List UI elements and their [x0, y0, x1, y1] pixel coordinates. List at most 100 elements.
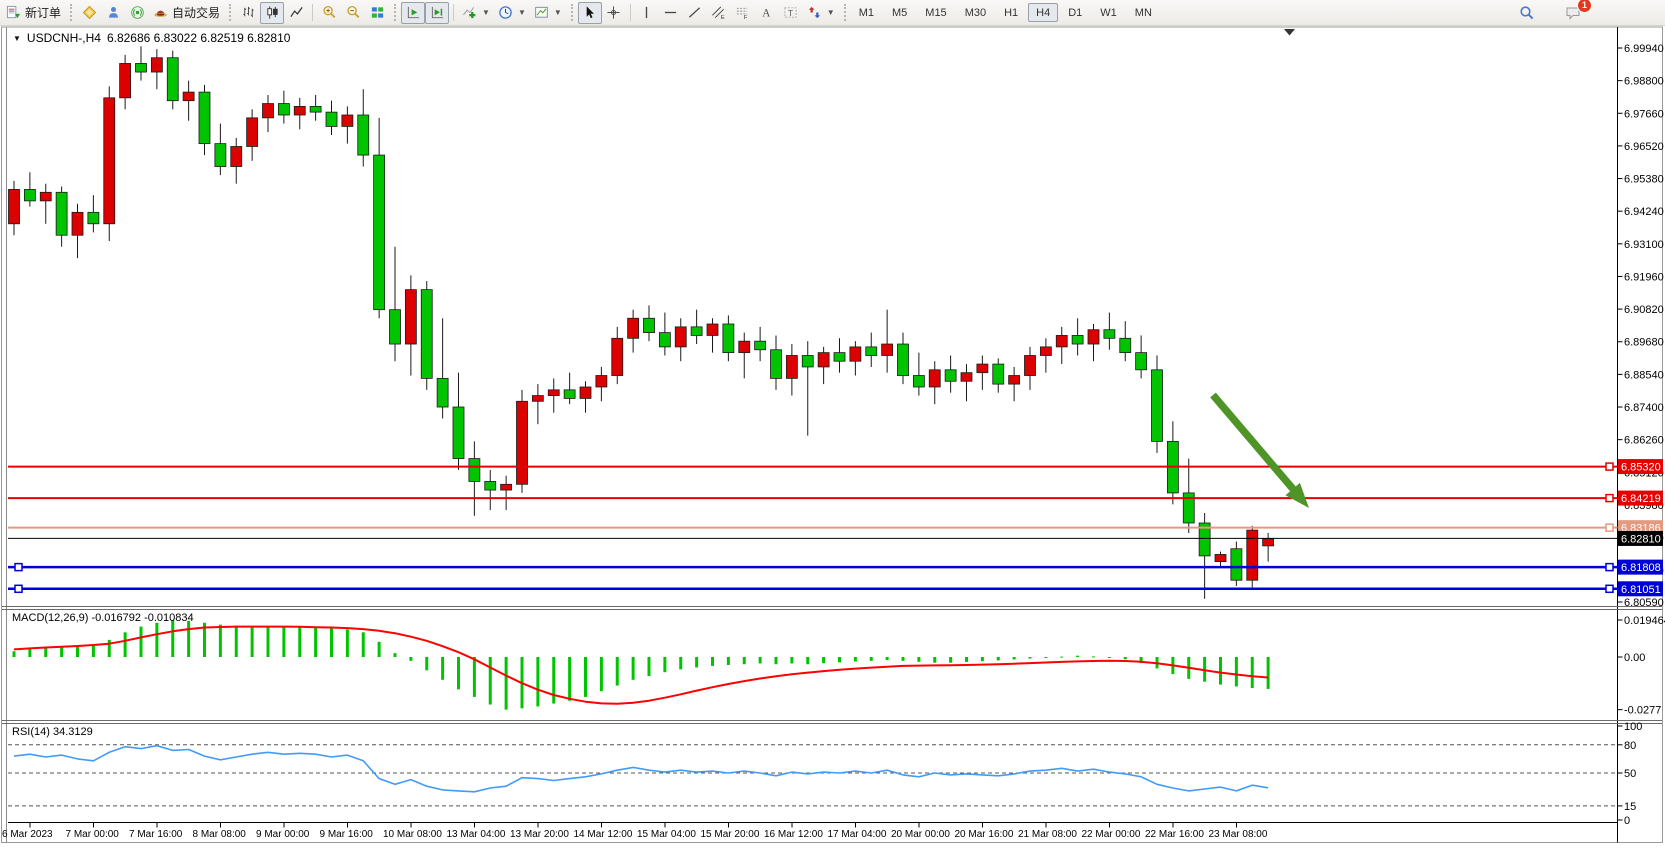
svg-text:6.91960: 6.91960	[1624, 271, 1664, 283]
tab-timeframe-M1[interactable]: M1	[851, 3, 882, 22]
svg-text:22 Mar 00:00: 22 Mar 00:00	[1082, 829, 1141, 840]
svg-text:13 Mar 20:00: 13 Mar 20:00	[510, 829, 569, 840]
autotrading-button[interactable]: 自动交易	[149, 2, 224, 24]
svg-text:7 Mar 00:00: 7 Mar 00:00	[66, 829, 120, 840]
bar-chart-button[interactable]	[236, 2, 260, 24]
tab-timeframe-M30[interactable]: M30	[957, 3, 994, 22]
new-order-button[interactable]: 新订单	[2, 2, 65, 24]
tab-timeframe-MN[interactable]: MN	[1127, 3, 1160, 22]
chart-shift-icon	[430, 5, 445, 20]
community-button[interactable]	[101, 2, 125, 24]
toolbar-grip	[70, 4, 72, 21]
search-button[interactable]	[1515, 2, 1539, 24]
tab-timeframe-H4[interactable]: H4	[1028, 3, 1058, 22]
svg-text:9 Mar 00:00: 9 Mar 00:00	[256, 829, 310, 840]
auto-scroll-icon	[406, 5, 421, 20]
toolbar-grip	[571, 4, 573, 21]
svg-text:100: 100	[1624, 721, 1642, 733]
candlestick-button[interactable]	[260, 2, 284, 24]
chevron-down-icon: ▼	[518, 8, 526, 17]
tab-timeframe-M5[interactable]: M5	[884, 3, 915, 22]
text-button[interactable]: A	[755, 2, 779, 24]
tab-timeframe-W1[interactable]: W1	[1092, 3, 1125, 22]
trendline-button[interactable]	[683, 2, 707, 24]
svg-text:23 Mar 08:00: 23 Mar 08:00	[1209, 829, 1268, 840]
metaeditor-icon	[82, 5, 97, 20]
periods-button[interactable]: ▼	[494, 2, 530, 24]
svg-text:50: 50	[1624, 768, 1636, 780]
svg-text:6.93100: 6.93100	[1624, 239, 1664, 251]
auto-scroll-button[interactable]	[401, 2, 425, 24]
svg-text:6.98800: 6.98800	[1624, 76, 1664, 88]
vertical-line-icon	[639, 5, 654, 20]
macd-label: MACD(12,26,9) -0.016792 -0.010834	[12, 612, 194, 624]
svg-text:0.00: 0.00	[1624, 652, 1645, 664]
svg-text:80: 80	[1624, 740, 1636, 752]
tile-windows-button[interactable]	[365, 2, 389, 24]
horizontal-line-icon	[663, 5, 678, 20]
cursor-icon	[582, 5, 597, 20]
trendline-icon	[687, 5, 702, 20]
svg-text:6.88540: 6.88540	[1624, 369, 1664, 381]
tab-timeframe-D1[interactable]: D1	[1060, 3, 1090, 22]
indicators-icon	[462, 5, 477, 20]
toolbar: 新订单 自动交易 ▼ ▼	[0, 0, 1665, 26]
metaeditor-button[interactable]	[77, 2, 101, 24]
fibonacci-button[interactable]: F	[731, 2, 755, 24]
rsi-label: RSI(14) 34.3129	[12, 726, 93, 738]
line-chart-button[interactable]	[284, 2, 308, 24]
templates-button[interactable]: ▼	[530, 2, 566, 24]
svg-text:6.82810: 6.82810	[1621, 533, 1661, 545]
toolbar-separator	[453, 4, 454, 21]
svg-text:0: 0	[1624, 815, 1630, 827]
svg-text:-0.0277: -0.0277	[1624, 705, 1661, 717]
zoom-in-icon	[322, 5, 337, 20]
label-button[interactable]: T	[779, 2, 803, 24]
svg-text:15 Mar 04:00: 15 Mar 04:00	[637, 829, 696, 840]
svg-text:6.80590: 6.80590	[1624, 597, 1664, 609]
tile-windows-icon	[370, 5, 385, 20]
svg-text:6.99940: 6.99940	[1624, 43, 1664, 55]
tab-timeframe-M15[interactable]: M15	[917, 3, 954, 22]
svg-text:F: F	[744, 15, 748, 20]
svg-text:13 Mar 04:00: 13 Mar 04:00	[447, 829, 506, 840]
toolbar-grip	[394, 4, 396, 21]
fibonacci-icon: F	[735, 5, 750, 20]
candlestick-icon	[265, 5, 280, 20]
svg-text:20 Mar 16:00: 20 Mar 16:00	[955, 829, 1014, 840]
cursor-button[interactable]	[578, 2, 602, 24]
crosshair-icon	[606, 5, 621, 20]
svg-text:8 Mar 08:00: 8 Mar 08:00	[193, 829, 247, 840]
line-chart-icon	[289, 5, 304, 20]
zoom-in-button[interactable]	[317, 2, 341, 24]
notification-badge: 1	[1577, 0, 1592, 13]
tab-timeframe-H1[interactable]: H1	[996, 3, 1026, 22]
signals-button[interactable]	[125, 2, 149, 24]
crosshair-button[interactable]	[602, 2, 626, 24]
svg-text:A: A	[763, 8, 772, 20]
svg-text:6.86260: 6.86260	[1624, 435, 1664, 447]
channel-button[interactable]: E	[707, 2, 731, 24]
horizontal-line-button[interactable]	[659, 2, 683, 24]
svg-text:10 Mar 08:00: 10 Mar 08:00	[383, 829, 442, 840]
toolbar-grip	[844, 4, 846, 21]
text-icon: A	[759, 5, 774, 20]
collapse-icon[interactable]: ▼	[13, 34, 21, 43]
new-order-icon	[6, 5, 21, 20]
chevron-down-icon: ▼	[827, 8, 835, 17]
zoom-out-icon	[346, 5, 361, 20]
channel-icon: E	[711, 5, 726, 20]
svg-text:20 Mar 00:00: 20 Mar 00:00	[891, 829, 950, 840]
chat-button[interactable]: 1	[1561, 2, 1585, 24]
indicators-button[interactable]: ▼	[458, 2, 494, 24]
chart-shift-button[interactable]	[425, 2, 449, 24]
signals-icon	[130, 5, 145, 20]
svg-text:6.94240: 6.94240	[1624, 206, 1664, 218]
vertical-line-button[interactable]	[635, 2, 659, 24]
svg-text:7 Mar 16:00: 7 Mar 16:00	[129, 829, 183, 840]
arrows-button[interactable]: ▼	[803, 2, 839, 24]
zoom-out-button[interactable]	[341, 2, 365, 24]
search-icon	[1519, 5, 1535, 21]
svg-text:T: T	[788, 8, 793, 18]
